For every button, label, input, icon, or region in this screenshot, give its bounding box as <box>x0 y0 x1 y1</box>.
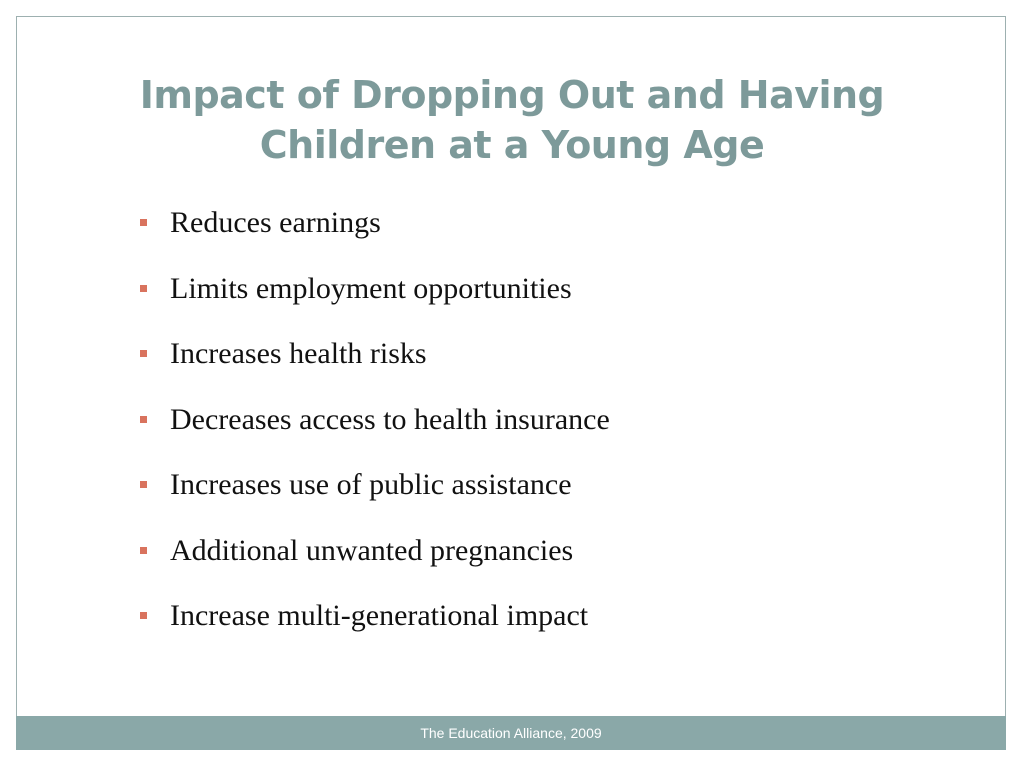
bullet-item: Reduces earnings <box>140 196 610 262</box>
bullet-text: Decreases access to health insurance <box>170 402 610 436</box>
bullet-item: Increases use of public assistance <box>140 458 610 524</box>
bullet-item: Additional unwanted pregnancies <box>140 524 610 590</box>
bullet-item: Increase multi-generational impact <box>140 589 610 655</box>
square-bullet-icon <box>140 481 147 488</box>
slide-title-line-2: Children at a Young Age <box>259 123 765 167</box>
bullet-item: Decreases access to health insurance <box>140 393 610 459</box>
square-bullet-icon <box>140 546 147 554</box>
square-bullet-icon <box>140 284 147 292</box>
square-bullet-icon <box>140 415 147 423</box>
footer-bar: The Education Alliance, 2009 <box>16 716 1006 750</box>
bullet-text: Increases health risks <box>170 337 427 370</box>
slide-frame <box>16 16 1006 750</box>
slide-title: Impact of Dropping Out and Having Childr… <box>0 70 1024 170</box>
bullet-list: Reduces earnings Limits employment oppor… <box>140 196 610 655</box>
square-bullet-icon <box>140 219 147 226</box>
square-bullet-icon <box>140 350 147 357</box>
footer-text: The Education Alliance, 2009 <box>420 725 602 741</box>
bullet-text: Reduces earnings <box>170 206 381 239</box>
slide-title-line-1: Impact of Dropping Out and Having <box>139 73 885 117</box>
square-bullet-icon <box>140 612 147 619</box>
bullet-item: Increases health risks <box>140 327 610 393</box>
bullet-item: Limits employment opportunities <box>140 262 610 328</box>
bullet-text: Limits employment opportunities <box>170 271 572 305</box>
bullet-text: Increases use of public assistance <box>170 468 572 501</box>
bullet-text: Increase multi-generational impact <box>170 599 589 632</box>
bullet-text: Additional unwanted pregnancies <box>170 533 574 567</box>
